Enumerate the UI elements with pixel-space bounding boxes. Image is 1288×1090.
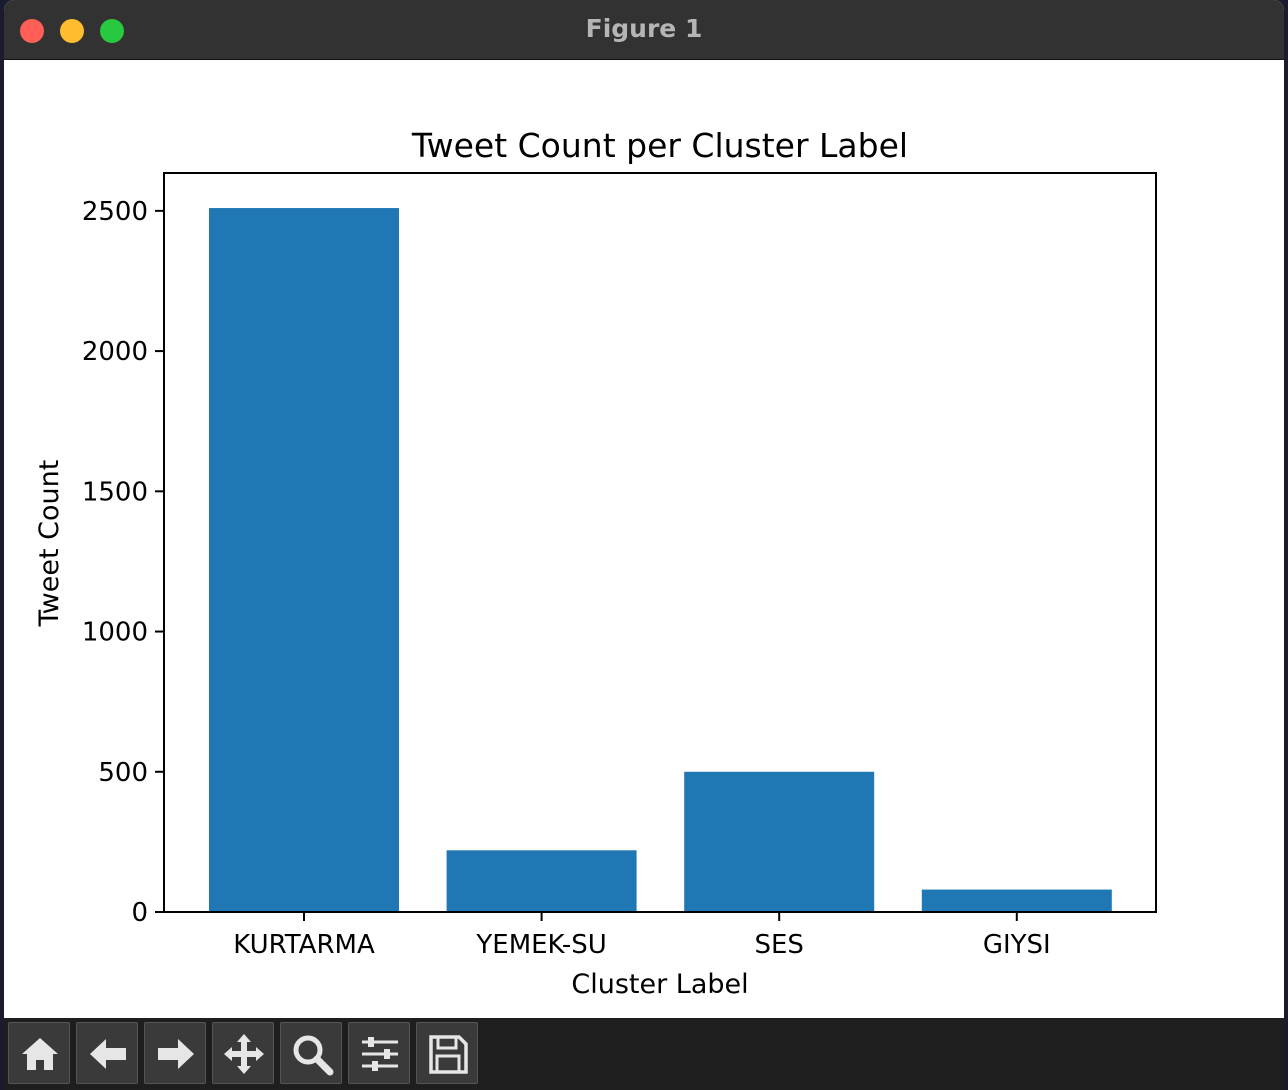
bar-chart: Tweet Count per Cluster Label Tweet Coun… [34,126,1157,1000]
bar-yemek-su [446,850,637,912]
figure-window: Figure 1 Tweet Count per Cluster Label T… [4,0,1284,1090]
x-tick-label: KURTARMA [233,930,375,960]
save-icon [429,1035,468,1074]
bar-ses [684,771,875,912]
forward-arrow-icon [158,1039,194,1069]
y-tick-label: 1000 [82,618,148,648]
bar-kurtarma [209,208,399,912]
minimize-window-button[interactable] [60,19,84,43]
navigation-toolbar [4,1018,1284,1090]
chart-title: Tweet Count per Cluster Label [411,126,908,165]
back-button[interactable] [76,1022,138,1084]
y-tick-label: 1500 [82,477,148,507]
bars-group [209,208,1112,912]
back-arrow-icon [90,1039,126,1069]
pan-icon [224,1034,264,1074]
configure-subplots-button[interactable] [348,1022,410,1084]
zoom-button[interactable] [280,1022,342,1084]
bar-giysi [921,889,1112,912]
maximize-window-button[interactable] [100,19,124,43]
x-axis-label: Cluster Label [571,969,748,1000]
save-button[interactable] [416,1022,478,1084]
y-tick-label: 0 [131,898,148,928]
close-window-button[interactable] [20,19,44,43]
plot-frame [163,172,1157,913]
forward-button[interactable] [144,1022,206,1084]
zoom-icon [293,1035,334,1076]
configure-subplots-icon [362,1037,398,1071]
x-tick-label: GIYSI [983,930,1051,960]
title-bar: Figure 1 [4,0,1284,60]
pan-button[interactable] [212,1022,274,1084]
y-tick-label: 2000 [82,337,148,367]
x-tick-label: YEMEK-SU [475,930,606,960]
home-icon [22,1038,58,1070]
y-tick-label: 2500 [82,197,148,227]
figure-canvas: Tweet Count per Cluster Label Tweet Coun… [4,60,1284,1018]
x-tick-label: SES [754,930,803,960]
axes-group: KURTARMA YEMEK-SU SES GIYSI 0 500 1000 1500 2000… [82,197,1051,960]
y-axis-label: Tweet Count [34,460,65,628]
window-title: Figure 1 [585,14,703,43]
home-button[interactable] [8,1022,70,1084]
y-tick-label: 500 [98,758,148,788]
